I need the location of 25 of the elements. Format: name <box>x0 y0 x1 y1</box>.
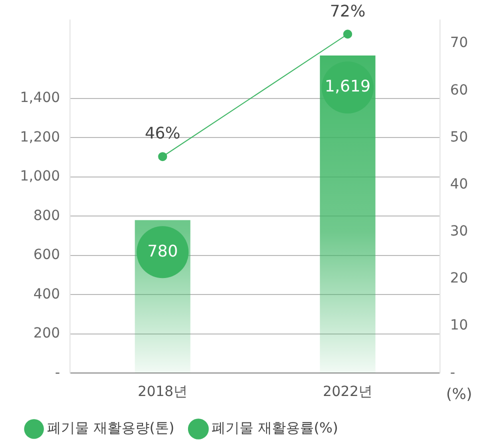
y2-tick-label: 70 <box>450 35 468 52</box>
y2-tick-label: 10 <box>450 318 468 334</box>
y2-tick-label: 30 <box>450 224 468 240</box>
y-tick-label: 1,000 <box>20 168 60 185</box>
y2-tick-label: - <box>450 364 456 381</box>
y-tick-label: 1,400 <box>20 90 60 106</box>
data-label: 780 <box>147 241 178 260</box>
data-label: 72% <box>330 1 366 20</box>
y2-tick-label: 20 <box>450 270 468 287</box>
y2-tick-label: 60 <box>450 82 468 98</box>
legend-label: 폐기물 재활용량(톤) <box>47 420 174 437</box>
y2-axis-title: (%) <box>446 385 472 404</box>
y-tick-label: 200 <box>33 326 60 342</box>
y-tick-label: - <box>55 364 60 381</box>
legend-label: 폐기물 재활용률(%) <box>211 420 338 437</box>
data-label: 46% <box>144 124 180 143</box>
data-label: 1,619 <box>324 76 371 96</box>
y-tick-label: 800 <box>33 208 60 224</box>
x-tick-label: 2022년 <box>322 384 372 400</box>
y-tick-label: 1,200 <box>20 129 60 146</box>
y2-tick-label: 40 <box>450 176 468 192</box>
y2-tick-label: 50 <box>450 129 468 146</box>
x-tick-label: 2018년 <box>138 384 188 400</box>
y-tick-label: 400 <box>33 286 60 302</box>
y-tick-label: 600 <box>33 247 60 264</box>
